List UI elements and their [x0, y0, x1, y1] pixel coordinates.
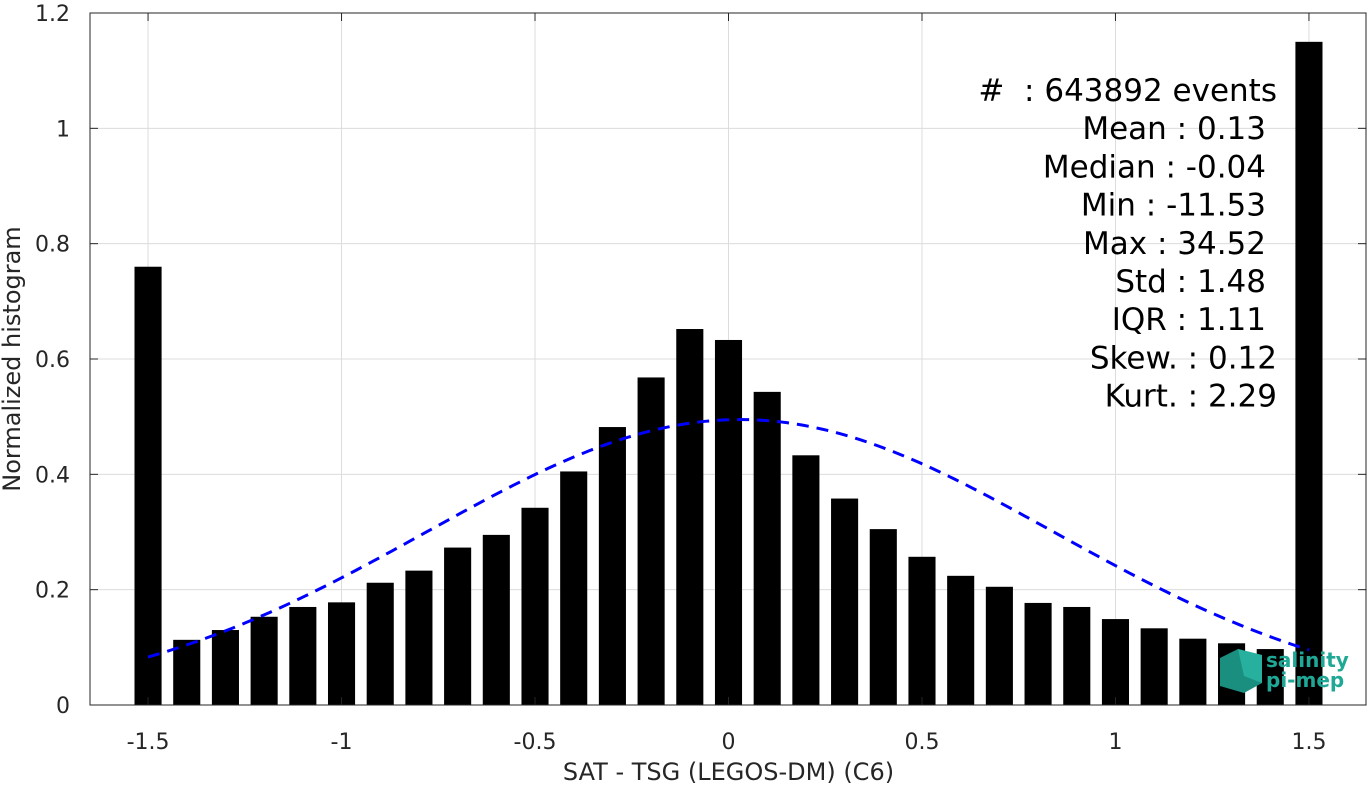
y-tick-label: 0: [56, 694, 70, 719]
histogram-bar: [792, 455, 820, 705]
y-tick-label: 1.2: [35, 2, 70, 27]
histogram-bar: [211, 630, 239, 705]
histogram-bar: [173, 639, 201, 705]
histogram-bar: [521, 507, 549, 705]
histogram-bar: [405, 570, 433, 705]
histogram-bar: [1295, 41, 1323, 706]
histogram-bars: [134, 41, 1323, 706]
histogram-bar: [1140, 628, 1168, 705]
stat-line: # : 643892 events: [978, 73, 1277, 109]
histogram-bar: [869, 529, 897, 705]
logo-text-line2: pi-mep: [1266, 668, 1344, 692]
logo-cube-face-icon: [1238, 649, 1262, 683]
stat-line: Mean : 0.13: [1082, 111, 1266, 147]
histogram-bar: [753, 391, 781, 705]
histogram-bar: [1101, 619, 1130, 705]
stat-line: Skew. : 0.12: [1090, 340, 1277, 376]
stat-line: Median : -0.04: [1043, 149, 1266, 185]
stat-line: IQR : 1.11: [1112, 302, 1266, 338]
stat-line: Std : 1.48: [1115, 264, 1266, 300]
histogram-bar: [947, 575, 975, 705]
histogram-bar: [1063, 606, 1091, 705]
histogram-bar: [444, 547, 472, 705]
histogram-bar: [1179, 638, 1207, 705]
gaussian-fit-curve: [147, 418, 1310, 659]
histogram-bar: [289, 606, 317, 705]
x-tick-label: -0.5: [514, 730, 557, 755]
histogram-bar: [134, 266, 162, 705]
x-tick-label: 0.5: [904, 730, 939, 755]
stat-line: Max : 34.52: [1083, 226, 1266, 262]
y-tick-label: 0.6: [35, 348, 70, 373]
histogram-bar: [637, 377, 665, 705]
histogram-bar: [908, 556, 936, 705]
y-tick-label: 0.8: [35, 233, 70, 258]
axis-ticks: -1.5 -1 -0.5 0 0.5 1 1.5 0 0.2 0.4 0.6 0.8 1 1.2: [35, 2, 1366, 755]
histogram-bar: [250, 616, 278, 705]
x-tick-label: -1: [331, 730, 353, 755]
histogram-bar: [985, 586, 1013, 705]
x-tick-label: 1: [1108, 730, 1122, 755]
x-tick-label: -1.5: [127, 730, 170, 755]
histogram-bar: [831, 498, 859, 705]
y-tick-label: 0.4: [35, 463, 70, 488]
x-axis-label: SAT - TSG (LEGOS-DM) (C6): [563, 758, 894, 785]
histogram-bar: [366, 582, 394, 705]
histogram-bar: [676, 329, 704, 705]
x-tick-label: 0: [722, 730, 736, 755]
histogram-bar: [482, 534, 510, 705]
x-tick-label: 1.5: [1291, 730, 1326, 755]
logo-text-line1: salinity: [1266, 648, 1349, 672]
salinity-pi-mep-logo: salinity pi-mep: [1220, 648, 1349, 693]
histogram-bar: [598, 427, 626, 705]
y-tick-label: 0.2: [35, 579, 70, 604]
histogram-bar: [1024, 602, 1052, 705]
stat-line: Kurt. : 2.29: [1105, 379, 1277, 415]
y-axis-label: Normalized histogram: [0, 226, 26, 491]
stat-line: Min : -11.53: [1081, 188, 1266, 224]
histogram-bar: [327, 602, 356, 705]
y-tick-label: 1: [56, 117, 70, 142]
histogram-bar: [714, 339, 743, 705]
histogram-bar: [560, 471, 588, 705]
